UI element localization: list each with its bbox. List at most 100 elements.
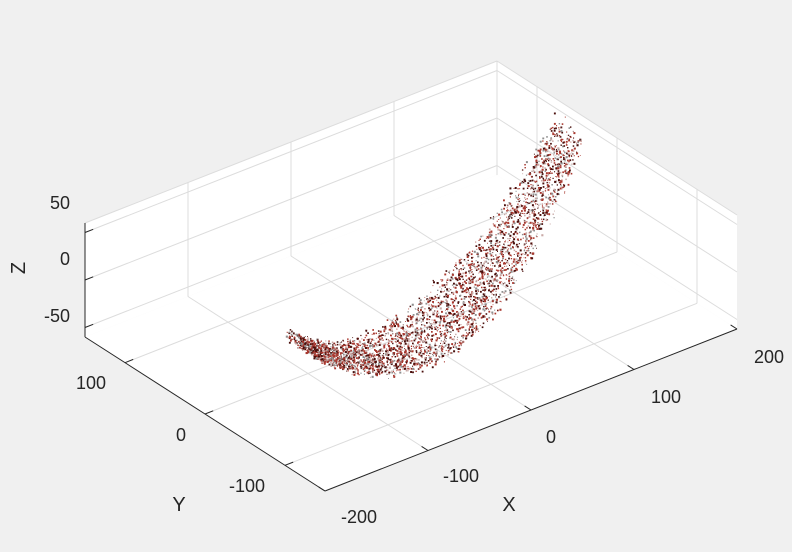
data-point [504, 241, 506, 243]
data-point [469, 281, 472, 283]
data-point [508, 263, 510, 265]
data-point [310, 340, 313, 343]
data-point [374, 365, 377, 368]
data-point [463, 267, 466, 269]
data-point [541, 194, 544, 197]
data-point [451, 291, 453, 294]
data-point [388, 373, 390, 375]
data-point [488, 258, 490, 261]
data-point [537, 207, 539, 209]
data-point [450, 325, 453, 328]
data-point [346, 349, 348, 351]
data-point [490, 260, 492, 262]
data-point [444, 352, 446, 354]
data-point [469, 294, 471, 296]
data-point [362, 361, 365, 364]
data-point [469, 324, 471, 326]
data-point [434, 297, 437, 299]
data-point [458, 261, 460, 263]
data-point [472, 310, 474, 312]
data-point [406, 354, 409, 356]
data-point [339, 353, 342, 355]
data-point [418, 352, 420, 354]
data-point [427, 360, 430, 362]
data-point [490, 269, 492, 271]
data-point [476, 292, 478, 293]
data-point [420, 309, 422, 312]
data-point [476, 252, 479, 254]
data-point [445, 302, 447, 304]
data-point [550, 130, 553, 132]
data-point [505, 232, 507, 234]
data-point [524, 220, 526, 223]
data-point [522, 187, 525, 190]
data-point [332, 361, 335, 364]
data-point [478, 278, 481, 280]
data-point [455, 276, 457, 278]
data-point [476, 301, 478, 304]
data-point [402, 349, 404, 351]
data-point [458, 327, 460, 329]
data-point [487, 269, 490, 271]
data-point [411, 325, 413, 327]
data-point [480, 301, 483, 303]
data-point [404, 350, 407, 353]
data-point [325, 358, 327, 360]
data-point [400, 365, 403, 368]
data-point [469, 264, 471, 266]
data-point [482, 246, 484, 249]
data-point [333, 349, 335, 351]
data-point [425, 357, 427, 359]
data-point [489, 288, 490, 290]
data-point [511, 242, 513, 244]
data-point [558, 179, 560, 182]
data-point [436, 345, 438, 346]
data-point [496, 245, 499, 248]
data-point [412, 342, 414, 345]
data-point [513, 265, 516, 267]
data-point [434, 363, 437, 366]
data-point [498, 224, 501, 227]
data-point [486, 249, 488, 251]
data-point [521, 263, 523, 266]
data-point [426, 313, 429, 315]
data-point [428, 354, 430, 356]
data-point [524, 257, 527, 259]
data-point [568, 170, 570, 172]
data-point [567, 175, 569, 177]
data-point [525, 240, 527, 242]
data-point [371, 354, 374, 357]
data-point [521, 268, 523, 271]
data-point [372, 366, 374, 368]
data-point [424, 308, 426, 310]
data-point [464, 329, 467, 331]
data-point [483, 283, 485, 285]
data-point [321, 344, 324, 347]
data-point [454, 343, 456, 345]
data-point [502, 232, 505, 235]
data-point [500, 249, 502, 251]
data-point [510, 209, 512, 211]
z-tick-mark [84, 323, 94, 328]
data-point [424, 359, 427, 361]
data-point [564, 151, 566, 154]
data-point [364, 361, 366, 364]
data-point [496, 241, 499, 244]
data-point [553, 126, 555, 128]
data-point [439, 304, 441, 306]
data-point [323, 358, 326, 361]
data-point [343, 356, 345, 358]
data-point [496, 256, 498, 259]
data-point [483, 287, 485, 289]
data-point [361, 347, 363, 349]
data-point [396, 360, 398, 362]
data-point [555, 150, 557, 152]
data-point [402, 368, 404, 370]
y-axis-title: Y [172, 494, 185, 516]
data-point [368, 365, 371, 367]
data-point [555, 134, 558, 137]
data-point [418, 302, 421, 305]
data-point [551, 192, 554, 195]
data-point [474, 331, 476, 333]
data-point [544, 170, 546, 172]
